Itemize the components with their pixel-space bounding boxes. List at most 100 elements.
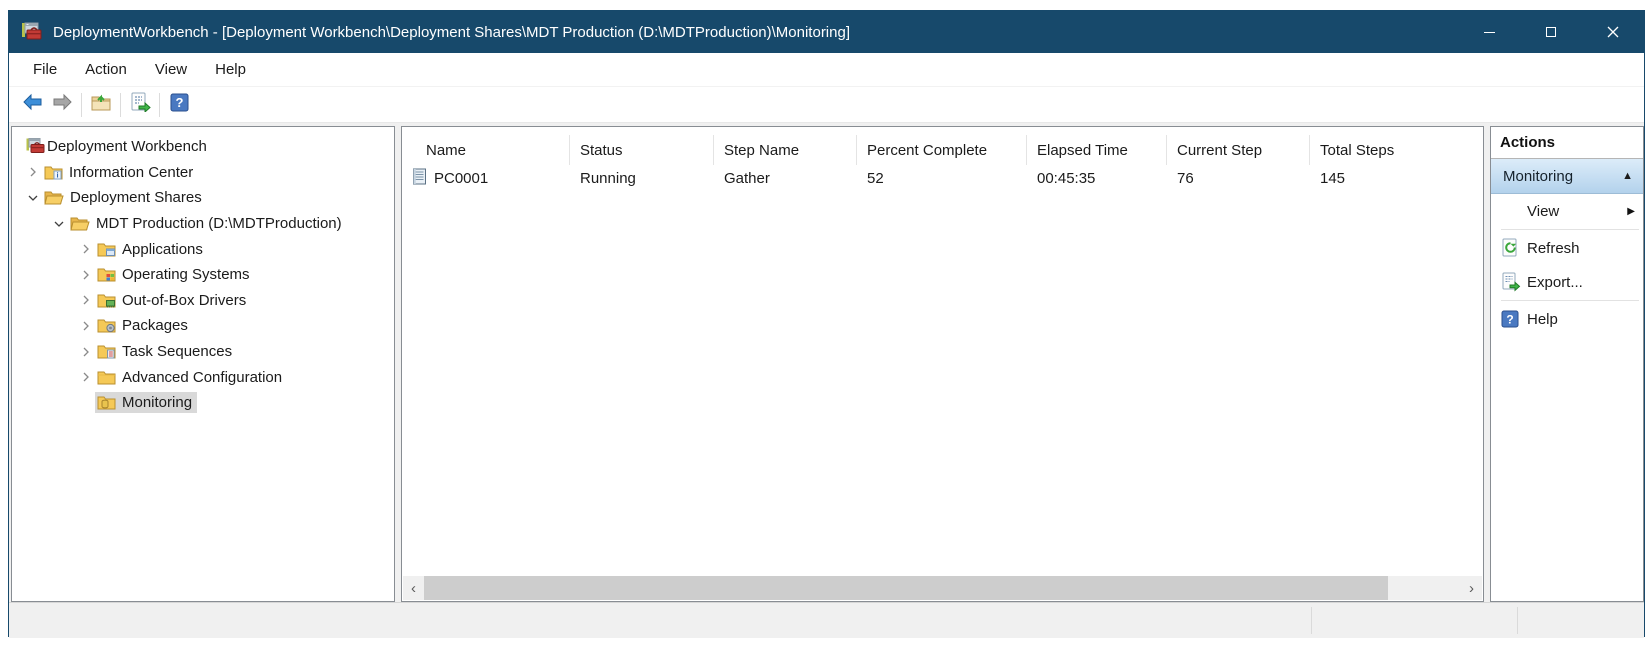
title-bar: DeploymentWorkbench - [Deployment Workbe… — [9, 11, 1644, 53]
scroll-left-button[interactable]: ‹ — [403, 576, 424, 600]
tree-item-label: Out-of-Box Drivers — [122, 291, 247, 309]
chevron-right-icon[interactable] — [77, 270, 95, 280]
tree-item-mdt-production[interactable]: MDT Production (D:\MDTProduction) — [12, 211, 394, 237]
status-bar — [9, 602, 1644, 638]
tree-item-operating-systems[interactable]: Operating Systems — [12, 262, 394, 288]
tree-item-label: Advanced Configuration — [122, 368, 283, 386]
menu-file[interactable]: File — [33, 61, 58, 78]
window-title: DeploymentWorkbench - [Deployment Workbe… — [53, 23, 850, 41]
menu-bar: File Action View Help — [9, 53, 1644, 87]
column-header-step-name[interactable]: Step Name — [714, 135, 857, 165]
folder-open-icon — [44, 190, 64, 205]
row-total-steps: 145 — [1320, 169, 1346, 187]
horizontal-scrollbar[interactable]: ‹ › — [403, 576, 1482, 600]
app-window: DeploymentWorkbench - [Deployment Workbe… — [8, 10, 1645, 638]
chevron-right-icon[interactable] — [77, 295, 95, 305]
column-header-name[interactable]: Name — [402, 135, 570, 165]
window-controls — [1458, 11, 1644, 53]
menu-help[interactable]: Help — [215, 61, 246, 78]
actions-group-label: Monitoring — [1503, 167, 1574, 185]
action-help[interactable]: ? Help — [1491, 302, 1643, 336]
tree-item-label: Information Center — [69, 163, 194, 181]
action-export[interactable]: Export... — [1491, 265, 1643, 299]
actions-group-monitoring[interactable]: Monitoring ▲ — [1491, 159, 1643, 194]
scroll-right-button[interactable]: › — [1461, 576, 1482, 600]
action-label: View — [1527, 202, 1560, 220]
help-button[interactable]: ? — [164, 91, 194, 119]
chevron-right-icon[interactable] — [77, 347, 95, 357]
toolbar-separator — [159, 92, 160, 117]
maximize-button[interactable] — [1520, 11, 1582, 53]
toolbar-separator — [81, 92, 82, 117]
tree-item-label: Packages — [122, 317, 188, 335]
row-percent-complete: 52 — [867, 169, 884, 187]
table-row[interactable]: PC0001 Running Gather 52 00:45:35 76 145 — [402, 165, 1483, 191]
row-name: PC0001 — [434, 169, 489, 187]
statusbar-separator — [1311, 607, 1312, 634]
tree-item-deployment-workbench[interactable]: Deployment Workbench — [12, 134, 394, 160]
collapse-arrow-icon[interactable]: ▲ — [1622, 170, 1633, 182]
chevron-right-icon[interactable] — [77, 372, 95, 382]
up-one-level-icon — [90, 92, 112, 117]
folder-information-icon: i — [44, 165, 63, 180]
export-list-icon — [129, 92, 151, 117]
column-header-current-step[interactable]: Current Step — [1167, 135, 1310, 165]
column-header-elapsed-time[interactable]: Elapsed Time — [1027, 135, 1167, 165]
tree-item-advanced-configuration[interactable]: Advanced Configuration — [12, 364, 394, 390]
menu-action[interactable]: Action — [85, 61, 127, 78]
action-label: Help — [1527, 310, 1558, 328]
tree-item-packages[interactable]: Packages — [12, 313, 394, 339]
column-header-total-steps[interactable]: Total Steps — [1320, 141, 1395, 159]
svg-text:?: ? — [1506, 313, 1513, 327]
folder-monitoring-icon — [97, 395, 116, 410]
computer-icon — [411, 168, 428, 189]
close-button[interactable] — [1582, 11, 1644, 53]
tree-item-task-sequences[interactable]: Task Sequences — [12, 339, 394, 365]
help-icon: ? — [170, 93, 189, 117]
minimize-button[interactable] — [1458, 11, 1520, 53]
tree-item-applications[interactable]: Applications — [12, 236, 394, 262]
folder-os-icon — [97, 267, 116, 282]
results-pane: Name Status Step Name Percent Complete E… — [401, 126, 1484, 602]
navigation-tree: Deployment Workbench i — [12, 127, 394, 416]
action-view[interactable]: View ▶ — [1491, 194, 1643, 228]
folder-open-icon — [70, 216, 90, 231]
export-list-button[interactable] — [125, 91, 155, 119]
up-one-level-button[interactable] — [86, 91, 116, 119]
tree-item-out-of-box-drivers[interactable]: Out-of-Box Drivers — [12, 288, 394, 314]
chevron-right-icon[interactable] — [77, 321, 95, 331]
tree-item-deployment-shares[interactable]: Deployment Shares — [12, 185, 394, 211]
submenu-arrow-icon: ▶ — [1627, 205, 1635, 217]
column-header-percent-complete[interactable]: Percent Complete — [857, 135, 1027, 165]
chevron-down-icon[interactable] — [24, 194, 42, 202]
list-header: Name Status Step Name Percent Complete E… — [402, 135, 1483, 165]
tree-item-label: Monitoring — [122, 394, 193, 412]
row-current-step: 76 — [1177, 169, 1194, 187]
scrollbar-track[interactable] — [424, 576, 1461, 600]
folder-tasks-icon — [97, 344, 116, 359]
action-refresh[interactable]: Refresh — [1491, 231, 1643, 265]
chevron-right-icon[interactable] — [77, 244, 95, 254]
menu-view[interactable]: View — [154, 61, 188, 78]
column-header-status[interactable]: Status — [570, 135, 714, 165]
tree-item-label: Deployment Workbench — [47, 138, 207, 156]
export-icon — [1501, 272, 1527, 292]
chevron-down-icon[interactable] — [50, 220, 68, 228]
svg-text:?: ? — [175, 95, 183, 110]
tree-item-information-center[interactable]: i Information Center — [12, 160, 394, 186]
actions-pane-title: Actions — [1491, 127, 1643, 159]
forward-button[interactable] — [47, 91, 77, 119]
scrollbar-thumb[interactable] — [424, 576, 1389, 600]
row-elapsed-time: 00:45:35 — [1037, 169, 1096, 187]
row-status: Running — [580, 169, 636, 187]
actions-separator — [1501, 229, 1639, 230]
workbench-icon — [26, 138, 45, 155]
selected-tree-item[interactable]: Monitoring — [95, 392, 198, 414]
tree-item-label: MDT Production (D:\MDTProduction) — [96, 215, 342, 233]
tree-item-monitoring[interactable]: Monitoring — [12, 390, 394, 416]
chevron-right-icon[interactable] — [24, 167, 42, 177]
folder-applications-icon — [97, 242, 116, 257]
app-icon — [21, 22, 43, 42]
back-button[interactable] — [17, 91, 47, 119]
